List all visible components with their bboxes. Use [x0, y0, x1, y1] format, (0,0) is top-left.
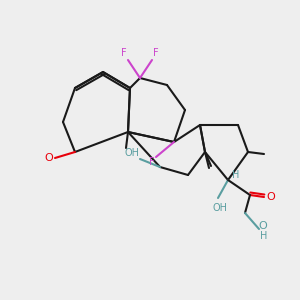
Text: H: H [232, 170, 240, 180]
Text: F: F [153, 48, 159, 58]
Text: F: F [149, 157, 155, 167]
Text: OH: OH [124, 148, 140, 158]
Text: O: O [259, 221, 267, 231]
Text: O: O [45, 153, 53, 163]
Text: H: H [260, 231, 268, 241]
Text: O: O [267, 192, 275, 202]
Text: F: F [121, 48, 127, 58]
Text: OH: OH [212, 203, 227, 213]
